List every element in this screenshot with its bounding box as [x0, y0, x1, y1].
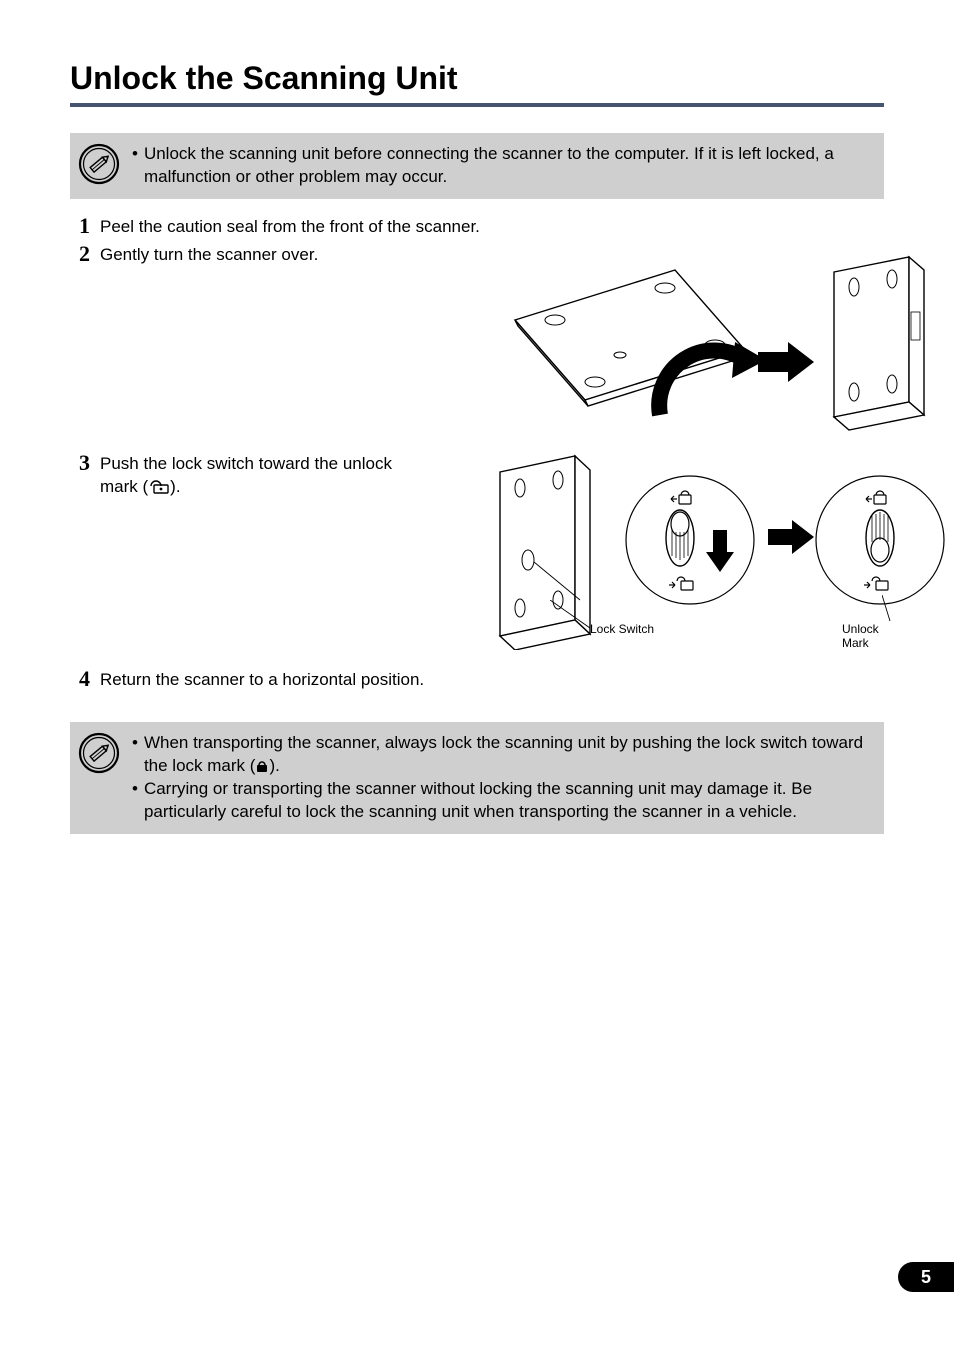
- step-3: 3 Push the lock switch toward the unlock…: [70, 450, 460, 499]
- lock-inline-icon: [255, 759, 269, 773]
- note-text: Unlock the scanning unit before connecti…: [144, 143, 870, 189]
- note-bullet: • Carrying or transporting the scanner w…: [132, 778, 870, 824]
- step-number: 3: [70, 450, 90, 476]
- step-2: 2 Gently turn the scanner over.: [70, 241, 884, 267]
- page-number: 5: [921, 1267, 931, 1288]
- note-bullet: • When transporting the scanner, always …: [132, 732, 870, 778]
- title-rule: [70, 103, 884, 107]
- step-number: 1: [70, 213, 90, 239]
- note-box-top: • Unlock the scanning unit before connec…: [70, 133, 884, 199]
- lock-switch-label: Lock Switch: [590, 622, 654, 636]
- note-icon: [78, 143, 120, 185]
- leader-line: [882, 595, 902, 625]
- note-text: When transporting the scanner, always lo…: [144, 732, 870, 778]
- step-4: 4 Return the scanner to a horizontal pos…: [70, 666, 884, 692]
- figure-turn-over: [100, 270, 884, 450]
- unlock-mark-detail: [810, 470, 950, 610]
- scanner-edge-illustration: [814, 252, 944, 432]
- step-text: Push the lock switch toward the unlock m…: [100, 450, 420, 499]
- page-number-tab: 5: [898, 1262, 954, 1292]
- unlock-inline-icon: [148, 478, 170, 494]
- step-number: 4: [70, 666, 90, 692]
- step-text: Return the scanner to a horizontal posit…: [100, 666, 884, 692]
- figure-lock-switch: Lock Switch Unlock Mark: [490, 450, 884, 650]
- step-1: 1 Peel the caution seal from the front o…: [70, 213, 884, 239]
- note-bullet: • Unlock the scanning unit before connec…: [132, 143, 870, 189]
- note-box-bottom: • When transporting the scanner, always …: [70, 722, 884, 834]
- unlock-mark-label: Unlock Mark: [842, 622, 884, 650]
- note-icon: [78, 732, 120, 774]
- lock-switch-detail: [620, 470, 760, 610]
- arrow-right-icon: [758, 342, 814, 382]
- step-text: Gently turn the scanner over.: [100, 241, 884, 267]
- step-text: Peel the caution seal from the front of …: [100, 213, 884, 239]
- arrow-right-icon: [768, 520, 814, 554]
- rotate-arrow-icon: [640, 330, 770, 430]
- note-text: Carrying or transporting the scanner wit…: [144, 778, 870, 824]
- step-number: 2: [70, 241, 90, 267]
- page-title: Unlock the Scanning Unit: [70, 60, 884, 103]
